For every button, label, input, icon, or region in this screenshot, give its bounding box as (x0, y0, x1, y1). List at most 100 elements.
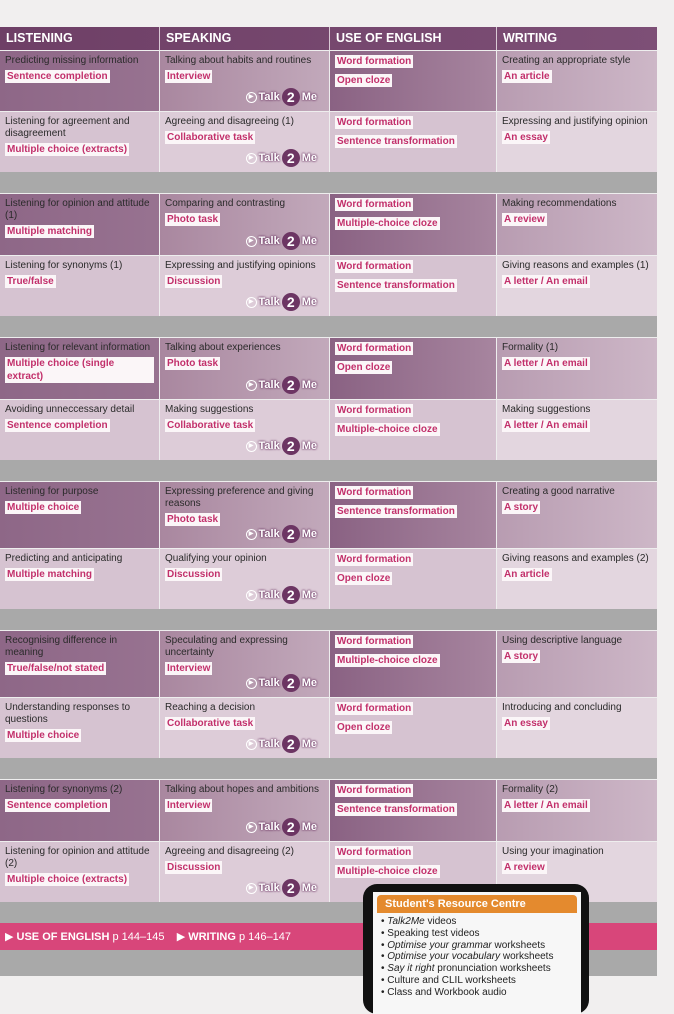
talk2me-text: Talk (258, 821, 280, 833)
listening-task: Multiple choice (extracts) (5, 143, 130, 156)
resource-item: • Optimise your grammar worksheets (381, 939, 546, 951)
table-row: Listening for synonyms (2) Sentence compl… (0, 779, 657, 841)
unit-divider (0, 758, 657, 779)
speaking-topic: Reaching a decision (165, 702, 256, 713)
speaking-cell: Comparing and contrasting Photo task ▶ Talk… (160, 194, 330, 255)
talk2me-video-link[interactable]: ▶ Talk 2 Me (245, 735, 317, 753)
uoe-task: Word formation (335, 702, 414, 715)
writing-task: An article (502, 70, 552, 83)
writing-topic: Creating a good narrative (502, 486, 615, 497)
table-row: Listening for opinion and attitude (1) Mu… (0, 193, 657, 255)
talk2me-video-link[interactable]: ▶ Talk 2 Me (245, 586, 317, 604)
writing-topic: Introducing and concluding (502, 702, 622, 713)
writing-cell: Using descriptive language A story (497, 631, 657, 697)
talk2me-text: Me (301, 235, 317, 247)
talk2me-two: 2 (281, 88, 300, 106)
speaking-topic: Speculating and expressing uncertainty (165, 635, 288, 658)
speaking-topic: Expressing preference and giving reasons (165, 486, 314, 509)
speaking-cell: Talking about hopes and ambitions Intervi… (160, 780, 330, 841)
ref-uoe[interactable]: ▶ USE OF ENGLISH p 144–145 (5, 931, 165, 943)
talk2me-video-link[interactable]: ▶ Talk 2 Me (245, 376, 317, 394)
talk2me-two: 2 (281, 525, 300, 543)
listening-cell: Listening for relevant information Multip… (0, 338, 160, 399)
uoe-task: Open cloze (335, 74, 393, 87)
writing-task: A letter / An email (502, 275, 590, 288)
talk2me-text: Me (301, 821, 317, 833)
resource-item: • Optimise your vocabulary worksheets (381, 951, 554, 963)
unit-divider (0, 460, 657, 481)
use-of-english-cell: Word formation Open cloze (330, 549, 497, 609)
talk2me-two: 2 (281, 293, 300, 311)
talk2me-text: Me (301, 440, 317, 452)
speaking-topic: Expressing and justifying opinions (165, 260, 316, 271)
listening-topic: Predicting missing information (5, 55, 139, 66)
talk2me-text: Talk (258, 677, 280, 689)
talk2me-text: Me (301, 296, 317, 308)
table-row: Listening for agreement and disagreement… (0, 111, 657, 172)
listening-task: Multiple choice (5, 729, 82, 742)
table-row: Understanding responses to questions Mult… (0, 697, 657, 758)
speaking-cell: Expressing preference and giving reasons… (160, 482, 330, 548)
speaking-task: Interview (165, 799, 213, 812)
writing-task: An essay (502, 717, 550, 730)
listening-task: Sentence completion (5, 799, 110, 812)
use-of-english-cell: Word formation Open cloze (330, 338, 497, 399)
talk2me-video-link[interactable]: ▶ Talk 2 Me (245, 149, 317, 167)
play-icon: ▶ (245, 152, 257, 164)
listening-task: Multiple choice (single extract) (5, 357, 154, 383)
listening-topic: Listening for synonyms (2) (5, 784, 123, 795)
writing-task: A letter / An email (502, 357, 590, 370)
talk2me-video-link[interactable]: ▶ Talk 2 Me (245, 818, 317, 836)
writing-task: An article (502, 568, 552, 581)
listening-topic: Listening for opinion and attitude (1) (5, 198, 150, 221)
resource-list: • Talk2Me videos • Speaking test videos • … (377, 913, 577, 1002)
writing-cell: Introducing and concluding An essay (497, 698, 657, 758)
writing-topic: Giving reasons and examples (1) (502, 260, 649, 271)
use-of-english-cell: Word formation Open cloze (330, 51, 497, 111)
speaking-task: Photo task (165, 213, 221, 226)
play-icon: ▶ (245, 528, 257, 540)
talk2me-video-link[interactable]: ▶ Talk 2 Me (245, 437, 317, 455)
listening-task: Multiple choice (5, 501, 82, 514)
speaking-cell: Speculating and expressing uncertainty In… (160, 631, 330, 697)
speaking-cell: Talking about experiences Photo task ▶ Talk… (160, 338, 330, 399)
table-header: LISTENING SPEAKING USE OF ENGLISH WRITIN… (0, 27, 657, 50)
header-writing: WRITING (503, 31, 558, 45)
talk2me-two: 2 (281, 818, 300, 836)
speaking-task: Discussion (165, 861, 223, 874)
speaking-topic: Talking about habits and routines (165, 55, 312, 66)
talk2me-video-link[interactable]: ▶ Talk 2 Me (245, 293, 317, 311)
talk2me-video-link[interactable]: ▶ Talk 2 Me (245, 525, 317, 543)
listening-topic: Listening for opinion and attitude (2) (5, 846, 150, 869)
play-icon: ▶ (245, 379, 257, 391)
talk2me-text: Me (301, 677, 317, 689)
talk2me-text: Talk (258, 738, 280, 750)
talk2me-video-link[interactable]: ▶ Talk 2 Me (245, 674, 317, 692)
writing-cell: Making suggestions A letter / An email (497, 400, 657, 460)
speaking-topic: Talking about experiences (165, 342, 281, 353)
uoe-task: Word formation (335, 784, 414, 797)
use-of-english-cell: Word formation Multiple-choice cloze (330, 631, 497, 697)
talk2me-video-link[interactable]: ▶ Talk 2 Me (245, 232, 317, 250)
writing-topic: Giving reasons and examples (2) (502, 553, 649, 564)
resource-centre-title: Student's Resource Centre (377, 895, 577, 913)
ref-writing[interactable]: ▶ WRITING p 146–147 (176, 931, 291, 943)
header-listening: LISTENING (0, 27, 160, 50)
talk2me-video-link[interactable]: ▶ Talk 2 Me (245, 88, 317, 106)
talk2me-text: Talk (258, 882, 280, 894)
talk2me-text: Talk (258, 91, 280, 103)
table-row: Listening for opinion and attitude (2) Mu… (0, 841, 657, 902)
listening-task: Sentence completion (5, 419, 110, 432)
writing-topic: Expressing and justifying opinion (502, 116, 648, 127)
listening-topic: Listening for agreement and disagreement (5, 116, 130, 139)
writing-cell: Creating a good narrative A story (497, 482, 657, 548)
unit-divider (0, 316, 657, 337)
talk2me-video-link[interactable]: ▶ Talk 2 Me (245, 879, 317, 897)
writing-topic: Formality (1) (502, 342, 559, 353)
use-of-english-cell: Word formation Sentence transformation (330, 256, 497, 316)
table-row: Listening for synonyms (1) True/false Expr… (0, 255, 657, 316)
uoe-task: Multiple-choice cloze (335, 217, 440, 230)
uoe-task: Word formation (335, 553, 414, 566)
resource-item-text: Speaking test videos (387, 927, 480, 939)
uoe-task: Multiple-choice cloze (335, 423, 440, 436)
